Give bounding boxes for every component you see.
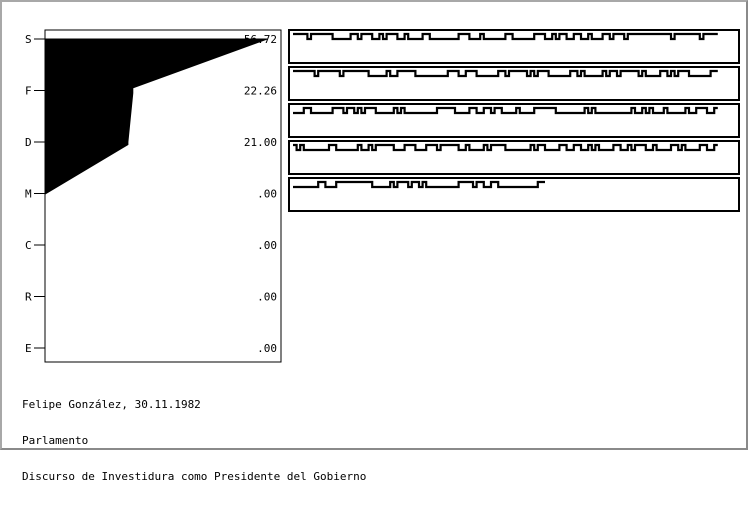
profile-chart: S 56.72 F 22.26 D 21.00 M .00 C .00 R .00 E .00 [25,29,740,363]
strip-frame [288,103,740,138]
strip-frame [288,66,740,101]
tick-layer: S 56.72 F 22.26 D 21.00 M .00 C .00 R .00 E .00 [25,33,277,355]
value-label-d: 21.00 [244,136,277,149]
value-label-c: .00 [257,239,277,252]
value-label-f: 22.26 [244,85,277,98]
sequence-strip-3 [288,103,740,138]
strip-waveform [293,69,718,78]
profile-layer [45,38,268,195]
value-label-m: .00 [257,188,277,201]
document-window: S 56.72 F 22.26 D 21.00 M .00 C .00 R .00 E .00 Felip… [0,0,748,483]
category-label-f: F [25,85,32,98]
value-label-s: 56.72 [244,33,277,46]
value-label-e: .00 [257,342,277,355]
caption-venue: Parlamento [22,434,89,447]
strip-frame [288,29,740,64]
strip-waveform [293,143,718,152]
category-label-m: M [25,188,32,201]
category-label-s: S [25,33,32,46]
category-label-d: D [25,136,32,149]
caption-speaker-date: Felipe González, 30.11.1982 [22,398,201,411]
strip-waveform [293,32,718,41]
strip-waveform [293,106,718,115]
sequence-strips [288,29,740,212]
sequence-strip-4 [288,140,740,175]
value-label-r: .00 [257,291,277,304]
sequence-strip-2 [288,66,740,101]
sequence-strip-1 [288,29,740,64]
caption-title: Discurso de Investidura como Presidente … [22,470,367,483]
profile-area [45,38,268,195]
sequence-strip-5 [288,177,740,212]
category-label-c: C [25,239,32,252]
category-label-e: E [25,342,32,355]
caption: Felipe González, 30.11.1982 Parlamento D… [22,375,366,507]
strip-waveform [293,180,545,189]
strip-frame [288,140,740,175]
category-label-r: R [25,291,32,304]
strip-frame [288,177,740,212]
